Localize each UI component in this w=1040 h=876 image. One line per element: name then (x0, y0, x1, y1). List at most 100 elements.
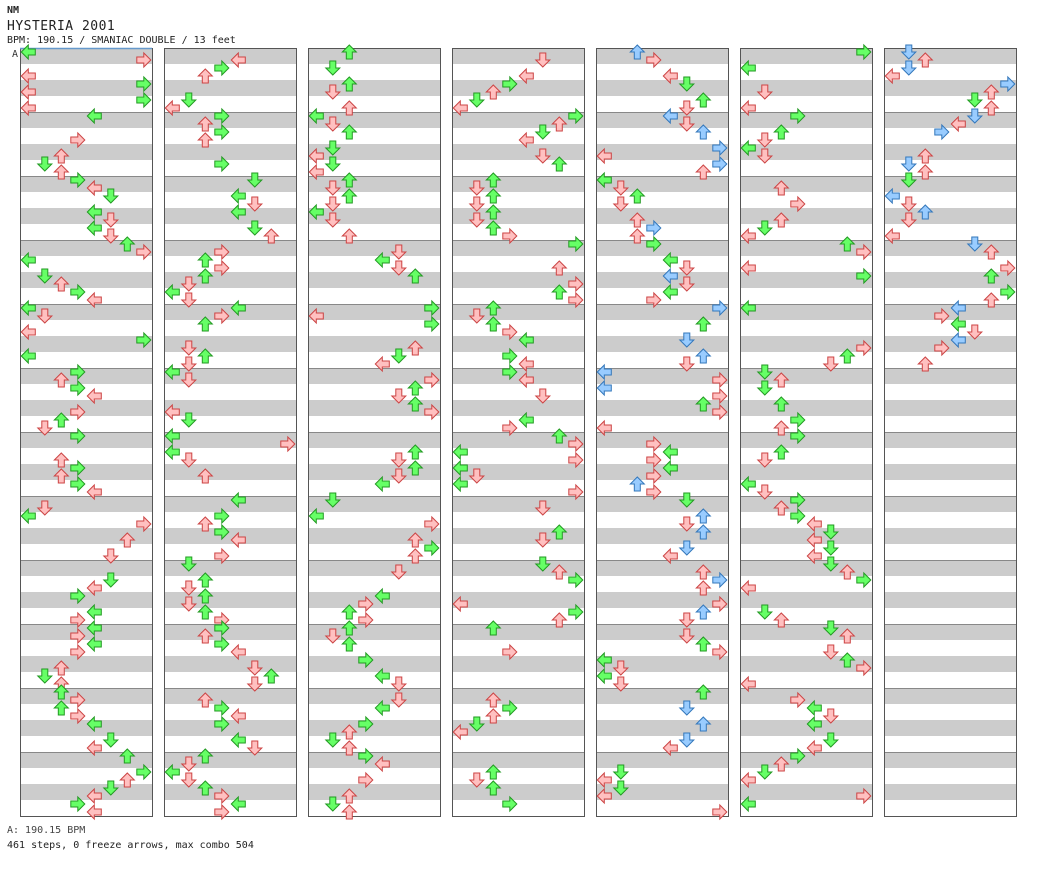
beat-stripe (596, 144, 728, 160)
beat-stripe (20, 464, 152, 480)
step-arrow-p1-up (197, 604, 214, 620)
step-arrow-p1-down (612, 660, 630, 676)
step-arrow-p1-up (629, 212, 646, 228)
step-arrow-p1-down (324, 212, 342, 228)
beat-stripe (740, 336, 872, 352)
beat-stripe (884, 336, 1016, 352)
step-arrow-p2-left (518, 331, 534, 349)
beat-stripe (452, 112, 584, 128)
step-arrow-p1-down (612, 764, 630, 780)
step-arrow-p2-left (86, 387, 102, 405)
beat-stripe (164, 496, 296, 512)
step-arrow-p1-up (485, 188, 502, 204)
step-arrow-p1-up (341, 604, 358, 620)
beat-stripe (452, 624, 584, 640)
step-arrow-p2-up (695, 580, 712, 596)
step-arrow-p2-up (839, 652, 856, 668)
beat-stripe (20, 688, 152, 704)
step-arrow-p2-down (966, 108, 984, 124)
step-arrow-p1-right (70, 627, 86, 645)
step-arrow-p1-down (756, 148, 774, 164)
step-arrow-p2-right (856, 339, 872, 357)
step-arrow-p1-right (70, 707, 86, 725)
step-arrow-p1-up (197, 748, 214, 764)
beat-stripe (20, 176, 152, 192)
beat-stripe (164, 208, 296, 224)
step-arrow-p1-up (53, 412, 70, 428)
beat-stripe (164, 560, 296, 576)
beat-stripe (596, 208, 728, 224)
step-arrow-p1-right (646, 219, 662, 237)
step-arrow-p2-right (424, 315, 440, 333)
step-arrow-p2-down (246, 196, 264, 212)
beat-stripe (308, 560, 440, 576)
step-arrow-p2-left (230, 731, 246, 749)
step-arrow-p1-up (53, 164, 70, 180)
beat-stripe (308, 304, 440, 320)
beat-stripe (164, 656, 296, 672)
beat-stripe (740, 528, 872, 544)
step-arrow-p2-down (534, 124, 552, 140)
beat-stripe (596, 656, 728, 672)
beat-stripe (308, 400, 440, 416)
step-arrow-p1-up (341, 724, 358, 740)
beat-stripe (452, 464, 584, 480)
beat-stripe (884, 752, 1016, 768)
step-arrow-p1-down (756, 484, 774, 500)
beat-stripe (20, 496, 152, 512)
beat-stripe (596, 688, 728, 704)
beat-stripe (20, 336, 152, 352)
beat-stripe (20, 592, 152, 608)
step-arrow-p1-right (790, 427, 806, 445)
step-arrow-p2-left (806, 531, 822, 549)
step-arrow-p1-right (790, 691, 806, 709)
step-arrow-p2-up (695, 636, 712, 652)
step-arrow-p1-down (180, 596, 198, 612)
step-arrow-p2-down (102, 212, 120, 228)
step-arrow-p2-up (695, 348, 712, 364)
step-arrow-p1-up (197, 268, 214, 284)
step-arrow-p1-down (468, 772, 486, 788)
chart-column-border (452, 48, 585, 817)
step-arrow-p1-down (468, 92, 486, 108)
step-arrow-p1-left (740, 259, 756, 277)
step-arrow-p2-right (136, 331, 152, 349)
beat-stripe (452, 592, 584, 608)
beat-stripe (884, 432, 1016, 448)
beat-stripe (740, 112, 872, 128)
step-arrow-p2-left (806, 699, 822, 717)
step-arrow-p1-up (773, 612, 790, 628)
beat-stripe (740, 688, 872, 704)
step-arrow-p1-down (900, 156, 918, 172)
step-arrow-p2-down (678, 100, 696, 116)
step-arrow-p2-right (424, 371, 440, 389)
step-arrow-p2-left (230, 707, 246, 725)
step-arrow-p2-down (390, 348, 408, 364)
step-arrow-p2-left (662, 267, 678, 285)
step-arrow-p1-down (756, 604, 774, 620)
step-arrow-p1-up (53, 276, 70, 292)
step-arrow-p2-down (678, 276, 696, 292)
step-arrow-p2-up (695, 564, 712, 580)
beat-stripe (164, 240, 296, 256)
beat-stripe (308, 784, 440, 800)
step-arrow-p2-up (695, 124, 712, 140)
step-arrow-p1-down (180, 556, 198, 572)
step-arrow-p1-right (214, 635, 230, 653)
step-arrow-p2-right (424, 403, 440, 421)
step-arrow-p1-right (214, 507, 230, 525)
step-arrow-p1-down (324, 116, 342, 132)
step-arrow-p1-left (596, 363, 612, 381)
beat-stripe (20, 272, 152, 288)
step-arrow-p1-up (485, 316, 502, 332)
step-arrow-p2-down (534, 500, 552, 516)
step-arrow-p1-up (341, 44, 358, 60)
step-arrow-p2-right (136, 91, 152, 109)
beat-stripe (884, 208, 1016, 224)
beat-stripe (164, 688, 296, 704)
step-arrow-p1-left (740, 139, 756, 157)
step-arrow-p2-left (806, 547, 822, 565)
beat-stripe (20, 48, 152, 64)
step-arrow-p2-right (136, 243, 152, 261)
